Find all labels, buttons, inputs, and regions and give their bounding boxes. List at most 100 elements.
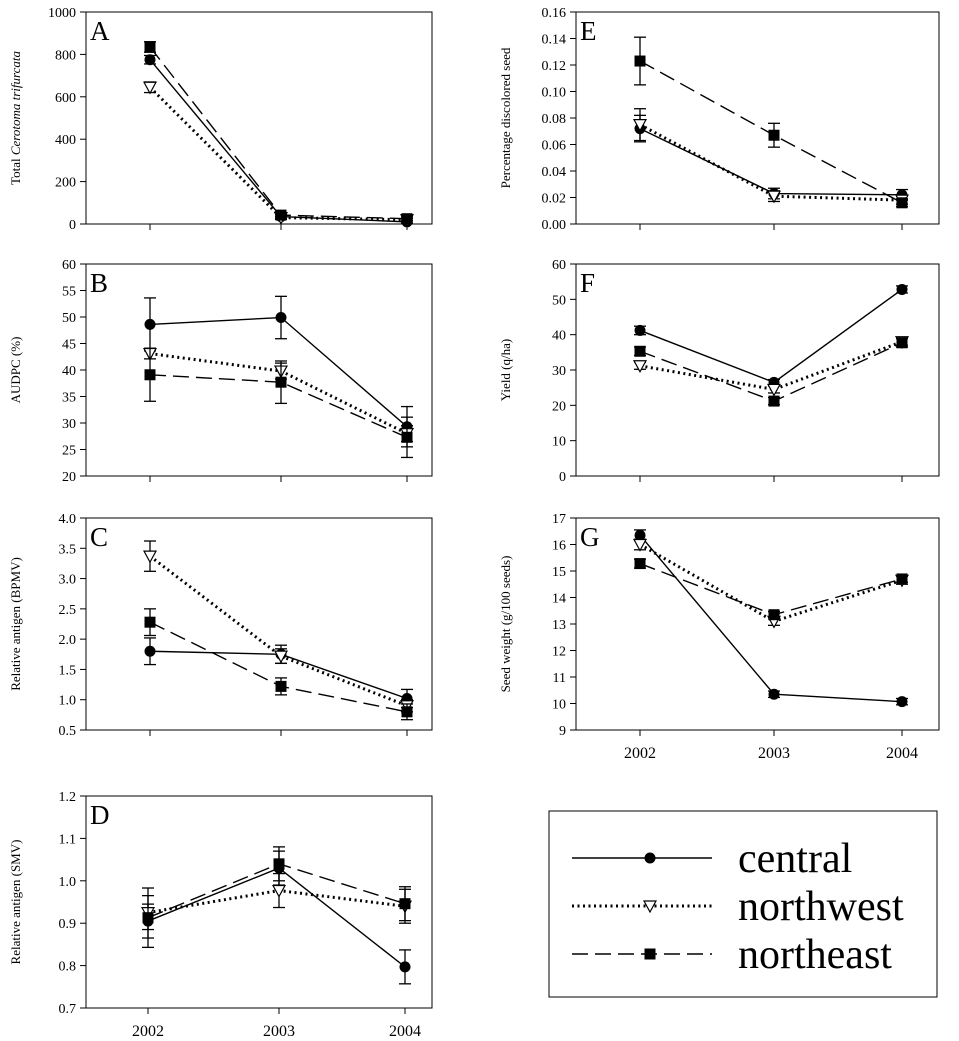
data-point-northwest <box>766 190 782 204</box>
data-point-northeast <box>142 912 154 924</box>
y-tick-label: 11 <box>553 671 566 686</box>
data-point-northwest <box>632 119 648 132</box>
y-tick-label: 50 <box>62 311 76 326</box>
y-axis-label: Percentage discolored seed <box>498 47 513 188</box>
y-tick-label: 0.5 <box>59 724 77 739</box>
y-tick-label: 12 <box>552 645 566 660</box>
data-point-northeast <box>275 376 287 388</box>
data-point-central <box>634 324 646 336</box>
series-line-northeast <box>639 562 903 616</box>
plot-frame <box>85 517 433 731</box>
data-point-northeast <box>401 213 413 225</box>
plot-frame <box>85 795 433 1009</box>
y-tick-label: 0.16 <box>542 6 567 21</box>
y-tick-label: 20 <box>62 470 76 485</box>
y-tick-label: 30 <box>552 364 566 379</box>
y-axis-label: AUDPC (%) <box>8 337 23 404</box>
panel-f: 0 10 20 30 40 50 60 F Yield (q/ha) <box>498 258 940 485</box>
y-axis-label: Relative antigen (SMV) <box>8 840 23 965</box>
plot-frame <box>575 263 940 477</box>
y-axis-label-part: Total <box>8 155 23 185</box>
series-line-northeast <box>149 621 408 713</box>
data-point-central <box>144 54 156 66</box>
x-tick-label: 2003 <box>758 745 790 762</box>
data-point-northwest <box>273 650 289 664</box>
panel-g: 9 10 11 12 13 14 15 16 17 2002 2003 2004 G Seed weigh… <box>498 512 940 762</box>
data-point-northeast <box>896 337 908 349</box>
panel-letter: A <box>90 16 110 46</box>
y-tick-label: 13 <box>552 618 566 633</box>
series-central <box>634 529 908 708</box>
plot-frame <box>85 263 433 477</box>
plot-frame <box>575 11 940 225</box>
data-point-northeast <box>401 706 413 718</box>
data-point-northeast <box>634 345 646 357</box>
series-central <box>142 850 411 985</box>
y-tick-label: 40 <box>62 364 76 379</box>
panel-a: 0 200 400 600 800 1000 A Total Cerotoma trifurc… <box>8 6 433 233</box>
y-tick-label: 15 <box>552 565 566 580</box>
y-tick-label: 0 <box>69 218 76 233</box>
data-point-northwest <box>632 538 648 552</box>
y-tick-label: 0.9 <box>59 917 77 932</box>
y-tick-label: 0.14 <box>542 33 567 48</box>
panel-letter: G <box>580 522 600 552</box>
y-tick-label: 0.12 <box>542 59 567 74</box>
y-tick-label: 400 <box>55 133 76 148</box>
series-central <box>144 54 413 228</box>
legend-label-central: central <box>738 836 852 882</box>
data-point-northeast <box>896 573 908 585</box>
y-tick-label: 25 <box>62 444 76 459</box>
y-tick-label: 0.08 <box>542 112 567 127</box>
panel-letter: C <box>90 522 108 552</box>
y-axis-label: Relative antigen (BPMV) <box>8 557 23 691</box>
data-point-northeast <box>144 616 156 628</box>
data-point-northeast <box>273 858 285 870</box>
series-northeast <box>634 36 908 209</box>
panel-e: 0.00 0.02 0.04 0.06 0.08 0.10 0.12 0.14 0.16 E Per… <box>498 6 940 233</box>
series-line-northwest <box>639 340 903 391</box>
x-tick-label: 2002 <box>132 1023 164 1040</box>
series-northwest <box>142 347 415 443</box>
series-line-northeast <box>149 46 408 220</box>
series-line-northeast <box>149 374 408 438</box>
y-tick-label: 800 <box>55 48 76 63</box>
y-tick-label: 3.5 <box>59 542 77 557</box>
y-tick-label: 1.1 <box>59 832 77 847</box>
y-tick-label: 9 <box>559 724 566 739</box>
y-tick-label: 600 <box>55 91 76 106</box>
data-point-northeast <box>401 431 413 443</box>
series-northeast <box>144 41 413 225</box>
panel-letter: F <box>580 268 595 298</box>
data-point-northeast <box>768 395 780 407</box>
y-tick-label: 2.5 <box>59 603 77 618</box>
legend-label-northeast: northeast <box>738 932 892 978</box>
y-tick-label: 1.0 <box>59 875 77 890</box>
x-tick-label: 2003 <box>263 1023 295 1040</box>
data-point-northeast <box>634 558 646 570</box>
data-point-northwest <box>142 550 158 564</box>
y-tick-label: 55 <box>62 285 76 300</box>
data-point-central <box>275 312 287 324</box>
x-tick-label: 2002 <box>624 745 656 762</box>
y-tick-label: 4.0 <box>59 512 77 527</box>
data-point-northeast <box>275 680 287 692</box>
data-point-central <box>896 283 908 295</box>
y-axis-label: Yield (q/ha) <box>498 339 513 401</box>
panel-c: 0.5 1.0 1.5 2.0 2.5 3.0 3.5 4.0 C Relative antige… <box>8 512 433 739</box>
y-tick-label: 0.06 <box>542 139 567 154</box>
data-point-northeast <box>399 898 411 910</box>
data-point-central <box>399 961 411 973</box>
series-line-central <box>147 867 406 968</box>
data-point-central <box>634 529 646 541</box>
data-point-northeast <box>768 129 780 141</box>
series-line-central <box>639 288 903 384</box>
y-tick-label: 14 <box>552 592 566 607</box>
y-tick-label: 3.0 <box>59 573 77 588</box>
panel-letter: B <box>90 268 108 298</box>
legend-label-northwest: northwest <box>738 884 904 930</box>
data-point-northeast <box>275 209 287 221</box>
y-axis-label-part: Cerotoma trifurcata <box>8 51 23 156</box>
y-tick-label: 45 <box>62 338 76 353</box>
